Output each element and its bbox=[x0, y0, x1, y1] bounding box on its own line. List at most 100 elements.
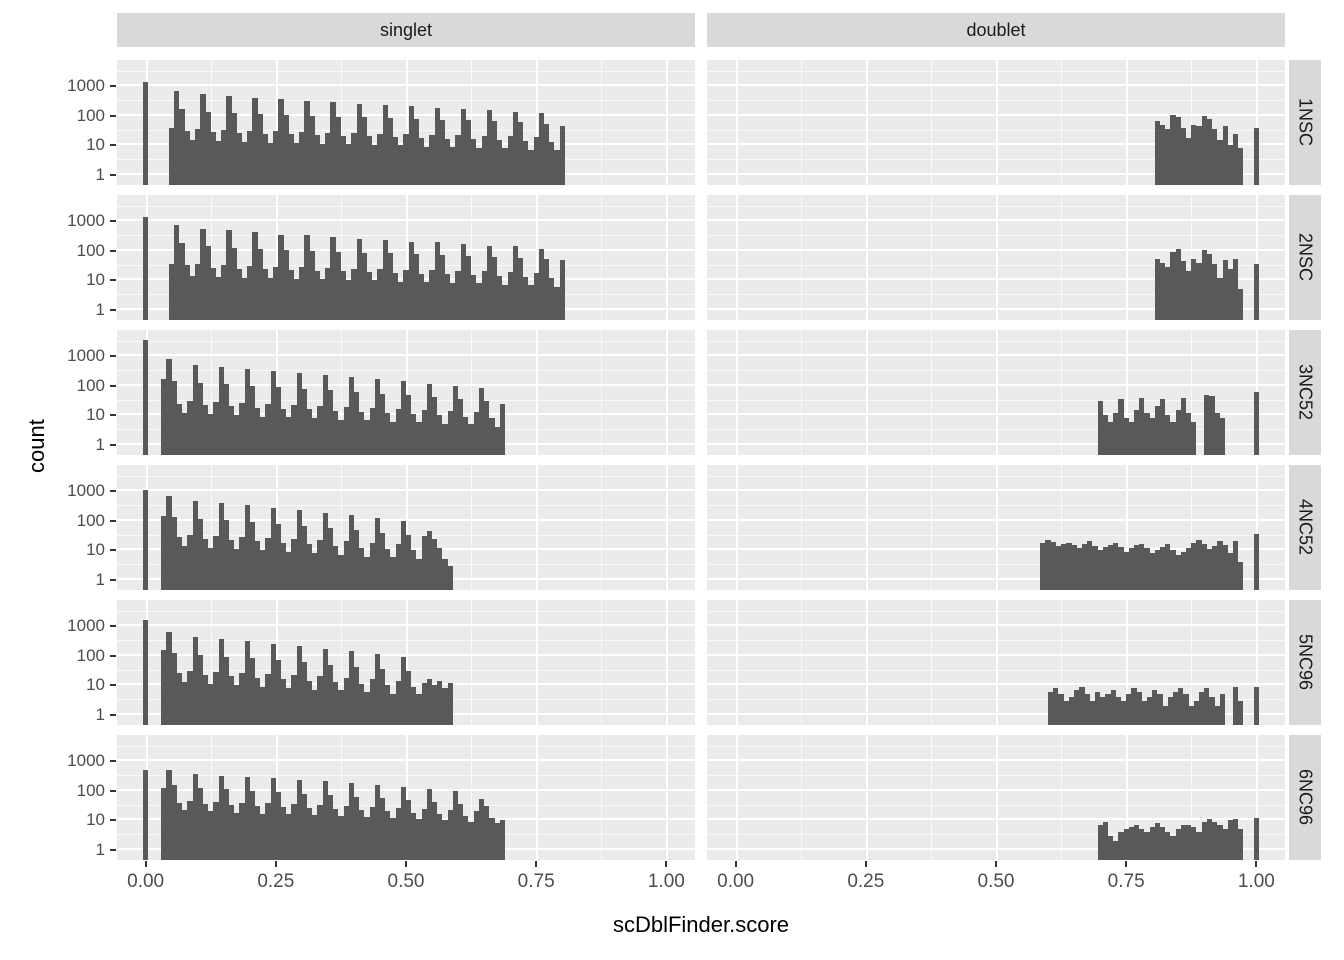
histogram-bar bbox=[1232, 686, 1239, 725]
histogram-bar bbox=[278, 99, 284, 185]
histogram-bar bbox=[325, 132, 331, 185]
histogram-bar bbox=[286, 416, 292, 455]
histogram-bar bbox=[366, 136, 373, 185]
histogram-bar bbox=[1204, 394, 1210, 455]
histogram-bar bbox=[432, 801, 438, 860]
histogram-bar bbox=[416, 421, 422, 455]
histogram-bar bbox=[161, 515, 167, 590]
histogram-bar bbox=[1214, 705, 1220, 725]
histogram-bar bbox=[322, 648, 328, 725]
histogram-bar bbox=[236, 133, 242, 185]
facet-panel-6NC96-singlet bbox=[117, 735, 695, 860]
histogram-bar bbox=[234, 415, 240, 455]
histogram-bar bbox=[291, 675, 297, 725]
gridline-major-v bbox=[996, 735, 998, 860]
histogram-bar bbox=[327, 664, 334, 725]
histogram-bar bbox=[239, 403, 245, 455]
histogram-bar bbox=[226, 95, 232, 185]
histogram-bar bbox=[195, 129, 201, 185]
histogram-bar bbox=[348, 377, 354, 455]
histogram-bar bbox=[395, 681, 401, 725]
histogram-bar bbox=[208, 684, 214, 725]
histogram-bar bbox=[1126, 694, 1132, 725]
histogram-bar bbox=[1180, 127, 1187, 185]
histogram-bar bbox=[455, 270, 461, 320]
histogram-bar bbox=[1222, 545, 1228, 590]
histogram-bar bbox=[171, 652, 177, 725]
histogram-bar bbox=[377, 133, 383, 185]
histogram-bar bbox=[1063, 700, 1069, 725]
gridline-major-v bbox=[996, 465, 998, 590]
histogram-bar bbox=[543, 123, 550, 185]
y-tick-mark bbox=[110, 308, 116, 311]
histogram-bar bbox=[1253, 264, 1259, 320]
histogram-bar bbox=[392, 137, 399, 185]
histogram-bar bbox=[1191, 826, 1197, 860]
histogram-bar bbox=[413, 118, 419, 185]
y-tick-label: 100 bbox=[76, 645, 105, 665]
histogram-bar bbox=[1238, 148, 1244, 185]
histogram-bar bbox=[489, 817, 495, 860]
x-tick-label: 1.00 bbox=[1237, 871, 1275, 892]
facet-row-strip-1NSC: 1NSC bbox=[1289, 60, 1321, 185]
histogram-bar bbox=[1238, 829, 1244, 860]
histogram-bar bbox=[1092, 546, 1098, 590]
histogram-bar bbox=[262, 269, 268, 320]
histogram-bar bbox=[1191, 421, 1197, 455]
histogram-bar bbox=[353, 530, 360, 590]
histogram-bar bbox=[491, 121, 498, 185]
histogram-bar bbox=[257, 248, 263, 320]
histogram-bar bbox=[254, 677, 261, 725]
histogram-bar bbox=[353, 796, 360, 860]
histogram-bar bbox=[348, 783, 354, 860]
histogram-bar bbox=[1175, 829, 1181, 860]
histogram-bar bbox=[1188, 705, 1194, 725]
histogram-bar bbox=[1212, 129, 1218, 185]
facet-panel-2NSC-singlet bbox=[117, 195, 695, 320]
histogram-bar bbox=[202, 538, 209, 590]
histogram-bar bbox=[491, 257, 498, 320]
histogram-bar bbox=[213, 402, 219, 455]
histogram-bar bbox=[353, 666, 360, 725]
facet-row-label: 3NC52 bbox=[1295, 364, 1316, 421]
gridline-minor-v bbox=[800, 60, 802, 185]
histogram-bar bbox=[1123, 418, 1129, 455]
gridline-major-v bbox=[996, 600, 998, 725]
histogram-bar bbox=[317, 406, 323, 455]
histogram-bar bbox=[187, 535, 193, 590]
histogram-bar bbox=[512, 111, 518, 185]
histogram-bar bbox=[265, 404, 271, 455]
histogram-bar bbox=[1180, 261, 1187, 320]
histogram-bar bbox=[143, 770, 149, 860]
histogram-bar bbox=[294, 142, 300, 185]
histogram-bar bbox=[296, 510, 302, 590]
histogram-bar bbox=[228, 805, 235, 860]
gridline-minor-v bbox=[210, 330, 212, 455]
histogram-bar bbox=[1074, 689, 1080, 725]
histogram-bar bbox=[416, 819, 422, 860]
histogram-bar bbox=[1227, 820, 1233, 860]
histogram-bar bbox=[447, 682, 453, 725]
y-tick-mark bbox=[110, 760, 116, 763]
y-tick-label: 1000 bbox=[67, 346, 105, 366]
gridline-minor-v bbox=[800, 330, 802, 455]
histogram-bar bbox=[458, 398, 464, 455]
histogram-bar bbox=[1253, 127, 1259, 185]
histogram-bar bbox=[174, 225, 180, 320]
histogram-bar bbox=[143, 620, 149, 725]
gridline-major-v bbox=[865, 330, 868, 455]
histogram-bar bbox=[197, 518, 203, 590]
histogram-bar bbox=[312, 418, 318, 455]
y-tick-mark bbox=[110, 384, 116, 387]
histogram-bar bbox=[468, 424, 474, 455]
gridline-major-v bbox=[536, 195, 539, 320]
histogram-bar bbox=[262, 133, 268, 185]
histogram-bar bbox=[265, 538, 271, 590]
histogram-bar bbox=[434, 107, 440, 185]
histogram-bar bbox=[432, 538, 438, 590]
histogram-bar bbox=[1232, 258, 1239, 320]
gridline-minor-v bbox=[1061, 735, 1063, 860]
histogram-bar bbox=[299, 132, 305, 185]
histogram-bar bbox=[1180, 551, 1187, 590]
y-tick-mark bbox=[110, 144, 116, 147]
